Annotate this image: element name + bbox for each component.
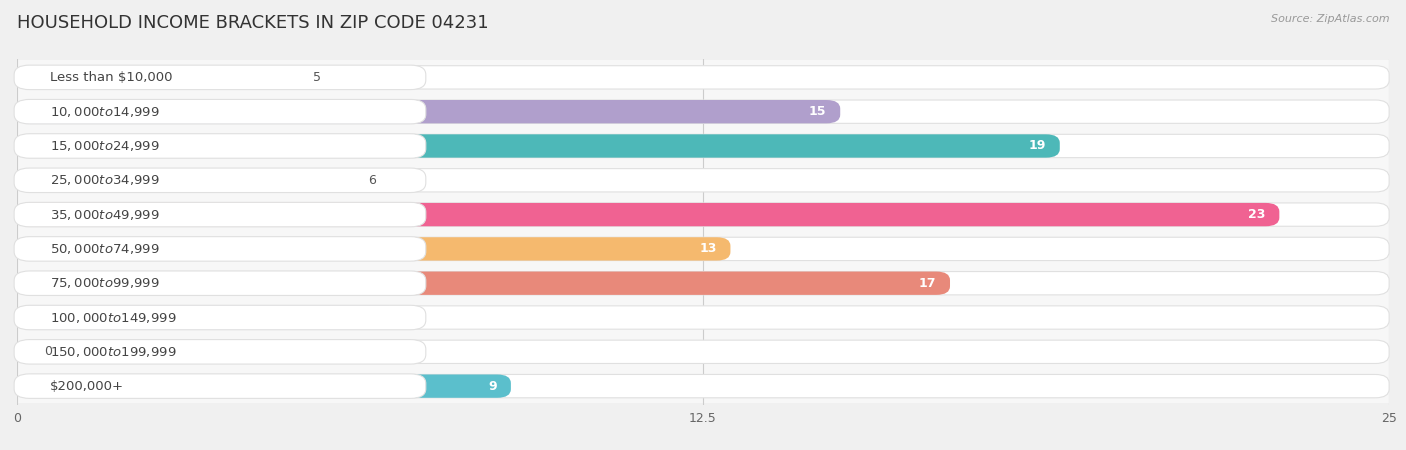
FancyBboxPatch shape xyxy=(17,340,1389,364)
FancyBboxPatch shape xyxy=(17,306,1389,329)
FancyBboxPatch shape xyxy=(17,66,1389,89)
Text: 13: 13 xyxy=(699,243,717,256)
FancyBboxPatch shape xyxy=(14,340,426,364)
FancyBboxPatch shape xyxy=(14,237,426,261)
Text: HOUSEHOLD INCOME BRACKETS IN ZIP CODE 04231: HOUSEHOLD INCOME BRACKETS IN ZIP CODE 04… xyxy=(17,14,488,32)
FancyBboxPatch shape xyxy=(17,203,1389,226)
FancyBboxPatch shape xyxy=(17,374,510,398)
FancyBboxPatch shape xyxy=(14,168,426,193)
FancyBboxPatch shape xyxy=(17,306,401,329)
Text: 6: 6 xyxy=(368,174,375,187)
FancyBboxPatch shape xyxy=(17,134,1389,158)
Text: $15,000 to $24,999: $15,000 to $24,999 xyxy=(49,139,159,153)
Text: $150,000 to $199,999: $150,000 to $199,999 xyxy=(49,345,176,359)
Text: 15: 15 xyxy=(808,105,827,118)
FancyBboxPatch shape xyxy=(17,266,1389,300)
FancyBboxPatch shape xyxy=(14,305,426,330)
Text: 19: 19 xyxy=(1029,140,1046,153)
FancyBboxPatch shape xyxy=(17,100,1389,123)
Text: 9: 9 xyxy=(488,380,498,393)
FancyBboxPatch shape xyxy=(17,271,1389,295)
FancyBboxPatch shape xyxy=(14,134,426,158)
FancyBboxPatch shape xyxy=(17,66,291,89)
Text: Less than $10,000: Less than $10,000 xyxy=(49,71,173,84)
FancyBboxPatch shape xyxy=(17,237,731,261)
FancyBboxPatch shape xyxy=(17,374,1389,398)
Text: $35,000 to $49,999: $35,000 to $49,999 xyxy=(49,207,159,221)
FancyBboxPatch shape xyxy=(17,129,1389,163)
Text: $100,000 to $149,999: $100,000 to $149,999 xyxy=(49,310,176,324)
FancyBboxPatch shape xyxy=(17,203,1279,226)
FancyBboxPatch shape xyxy=(14,271,426,296)
FancyBboxPatch shape xyxy=(17,134,1060,158)
FancyBboxPatch shape xyxy=(17,198,1389,232)
FancyBboxPatch shape xyxy=(17,300,1389,335)
FancyBboxPatch shape xyxy=(17,271,950,295)
FancyBboxPatch shape xyxy=(14,374,426,398)
Text: $200,000+: $200,000+ xyxy=(49,380,124,393)
FancyBboxPatch shape xyxy=(17,169,346,192)
FancyBboxPatch shape xyxy=(17,335,1389,369)
FancyBboxPatch shape xyxy=(17,163,1389,198)
Text: $10,000 to $14,999: $10,000 to $14,999 xyxy=(49,105,159,119)
Text: 0: 0 xyxy=(45,345,52,358)
FancyBboxPatch shape xyxy=(14,99,426,124)
Text: 7: 7 xyxy=(378,311,388,324)
Text: Source: ZipAtlas.com: Source: ZipAtlas.com xyxy=(1271,14,1389,23)
FancyBboxPatch shape xyxy=(17,237,1389,261)
Text: $50,000 to $74,999: $50,000 to $74,999 xyxy=(49,242,159,256)
FancyBboxPatch shape xyxy=(14,65,426,90)
Text: 23: 23 xyxy=(1249,208,1265,221)
Text: $75,000 to $99,999: $75,000 to $99,999 xyxy=(49,276,159,290)
Text: 5: 5 xyxy=(314,71,322,84)
FancyBboxPatch shape xyxy=(17,100,841,123)
FancyBboxPatch shape xyxy=(17,169,1389,192)
Text: 17: 17 xyxy=(918,277,936,290)
Text: $25,000 to $34,999: $25,000 to $34,999 xyxy=(49,173,159,187)
FancyBboxPatch shape xyxy=(14,202,426,227)
FancyBboxPatch shape xyxy=(17,369,1389,403)
FancyBboxPatch shape xyxy=(17,232,1389,266)
FancyBboxPatch shape xyxy=(17,60,1389,94)
FancyBboxPatch shape xyxy=(17,94,1389,129)
